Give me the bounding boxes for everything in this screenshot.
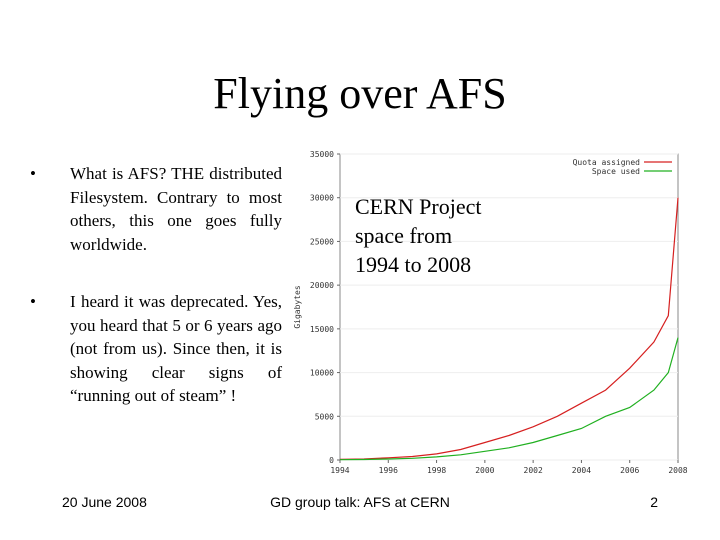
series-line-space-used — [339, 337, 679, 461]
slide-title: Flying over AFS — [213, 69, 507, 118]
x-tick-label: 1998 — [427, 466, 446, 475]
chart-svg: 0 5000 10000 15000 20000 25000 30000 35000 1994 1… — [293, 150, 688, 475]
overlay-line: 1994 to 2008 — [355, 252, 472, 277]
legend-label: Space used — [592, 167, 640, 176]
y-tick-label: 20000 — [310, 281, 334, 290]
x-tick-label: 2004 — [572, 466, 591, 475]
overlay-line: space from — [355, 223, 453, 248]
chart-overlay-caption: CERN Project space from 1994 to 2008 — [355, 192, 482, 279]
y-tick-label: 35000 — [310, 150, 334, 159]
y-tick-label: 25000 — [310, 237, 334, 246]
y-tick-label: 30000 — [310, 194, 334, 203]
x-tick-label: 2008 — [668, 466, 687, 475]
series-line-quota-assigned — [339, 197, 679, 460]
bullet-point-icon: • — [30, 292, 36, 311]
afs-space-chart: 0 5000 10000 15000 20000 25000 30000 35000 1994 1… — [288, 148, 688, 478]
y-axis-label: Gigabytes — [293, 285, 302, 329]
x-tick-label: 2006 — [620, 466, 639, 475]
overlay-line: CERN Project — [355, 194, 482, 219]
y-tick-label: 0 — [329, 456, 334, 465]
page-number: 2 — [650, 494, 658, 510]
x-tick-label: 1994 — [330, 466, 349, 475]
footer-title: GD group talk: AFS at CERN — [270, 494, 450, 510]
y-tick-label: 10000 — [310, 369, 334, 378]
legend-label: Quota assigned — [573, 158, 641, 167]
x-tick-label: 2002 — [524, 466, 543, 475]
footer-date: 20 June 2008 — [62, 494, 147, 510]
bullet-text: What is AFS? THE distributed Filesystem.… — [70, 164, 282, 254]
bullet-point-icon: • — [30, 164, 36, 183]
y-tick-label: 15000 — [310, 325, 334, 334]
x-tick-label: 2000 — [475, 466, 494, 475]
x-tick-label: 1996 — [379, 466, 398, 475]
bullet-item: • What is AFS? THE distributed Filesyste… — [30, 162, 282, 256]
bullet-text: I heard it was deprecated. Yes, you hear… — [70, 292, 282, 405]
bullet-item: • I heard it was deprecated. Yes, you he… — [30, 290, 282, 408]
bullet-list: • What is AFS? THE distributed Filesyste… — [30, 162, 282, 408]
y-tick-label: 5000 — [315, 412, 334, 421]
